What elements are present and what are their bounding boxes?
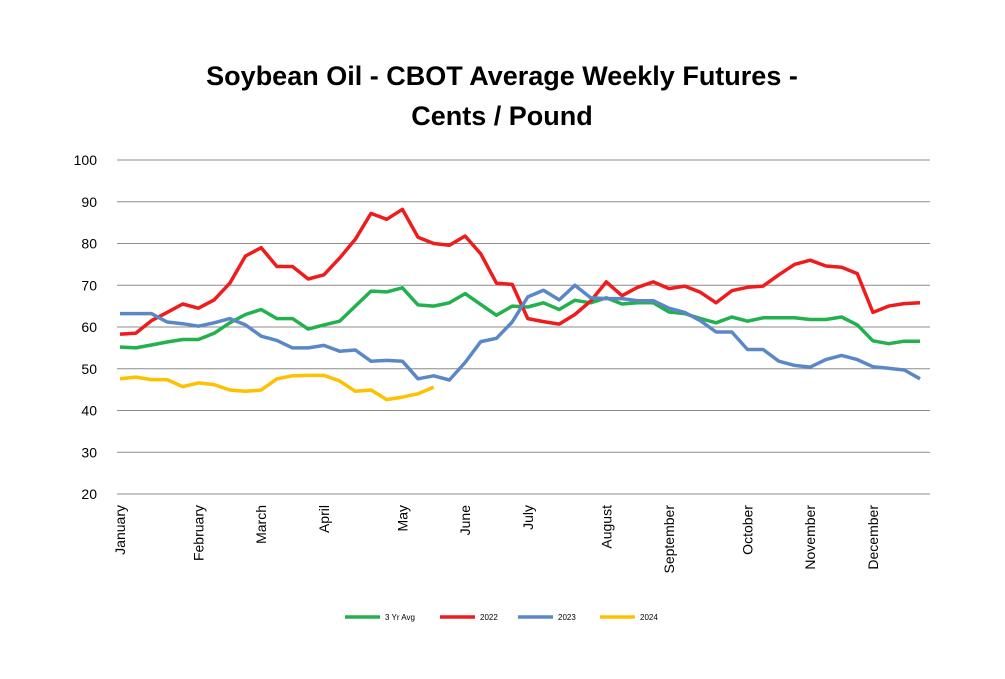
x-tick-label: February: [190, 505, 206, 561]
y-tick-label: 50: [81, 361, 97, 377]
x-tick-label: October: [739, 505, 755, 555]
line-series: [120, 283, 921, 382]
x-tick-label: June: [457, 505, 473, 536]
line-series: [119, 207, 921, 336]
chart-title: Soybean Oil - CBOT Average Weekly Future…: [206, 61, 798, 91]
legend-label: 3 Yr Avg: [385, 613, 415, 622]
x-tick-label: December: [865, 505, 881, 570]
x-tick-label: August: [598, 505, 614, 549]
legend-label: 2024: [640, 613, 658, 622]
y-tick-label: 60: [81, 319, 97, 335]
line-series: [119, 286, 920, 350]
y-tick-label: 90: [81, 194, 97, 210]
x-tick-label: July: [520, 505, 536, 530]
y-tick-label: 20: [81, 486, 97, 502]
chart-title: Cents / Pound: [411, 101, 593, 131]
x-tick-label: April: [316, 505, 332, 533]
y-tick-label: 70: [81, 277, 97, 293]
legend-label: 2022: [480, 613, 498, 622]
y-tick-label: 30: [81, 444, 97, 460]
legend-label: 2023: [558, 613, 576, 622]
y-tick-label: 80: [81, 236, 97, 252]
x-tick-label: May: [394, 505, 410, 531]
x-tick-label: March: [253, 505, 269, 544]
y-tick-label: 100: [74, 152, 98, 168]
x-tick-label: November: [802, 505, 818, 570]
x-tick-label: January: [112, 505, 128, 555]
x-tick-label: September: [661, 505, 677, 574]
y-tick-label: 40: [81, 403, 97, 419]
line-series: [119, 373, 435, 402]
